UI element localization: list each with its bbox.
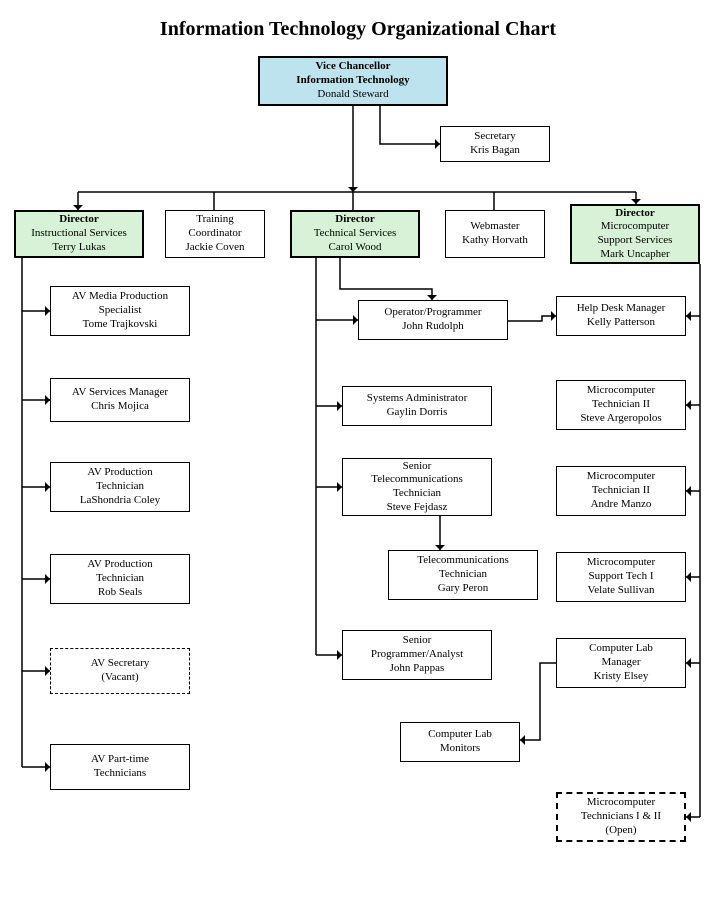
node-text: Microcomputer	[561, 556, 681, 570]
node-lab_mon: Computer LabMonitors	[400, 722, 520, 762]
node-text: John Rudolph	[363, 320, 503, 334]
node-vc: Vice ChancellorInformation TechnologyDon…	[258, 56, 448, 106]
node-av_pt: AV Part-timeTechnicians	[50, 744, 190, 790]
node-text: Tome Trajkovski	[55, 318, 185, 332]
node-av_sec: AV Secretary(Vacant)	[50, 648, 190, 694]
node-text: Computer Lab	[405, 728, 515, 742]
node-text: Kathy Horvath	[450, 234, 540, 248]
node-text: Donald Steward	[264, 88, 442, 102]
node-dir_tech: DirectorTechnical ServicesCarol Wood	[290, 210, 420, 258]
node-text: Director	[576, 207, 694, 221]
node-text: Microcomputer	[576, 220, 694, 234]
node-text: Programmer/Analyst	[347, 648, 487, 662]
node-text: AV Media Production	[55, 290, 185, 304]
node-text: Steve Argeropolos	[561, 412, 681, 426]
node-text: Technicians I & II	[562, 810, 680, 824]
node-text: Technician	[347, 487, 487, 501]
node-text: Director	[20, 213, 138, 227]
node-text: AV Part-time	[55, 753, 185, 767]
node-text: Technician II	[561, 398, 681, 412]
node-text: Specialist	[55, 304, 185, 318]
node-sys_adm: Systems AdministratorGaylin Dorris	[342, 386, 492, 426]
node-dir_inst: DirectorInstructional ServicesTerry Luka…	[14, 210, 144, 258]
node-av_media: AV Media ProductionSpecialistTome Trajko…	[50, 286, 190, 336]
node-av_prod2: AV ProductionTechnicianRob Seals	[50, 554, 190, 604]
node-text: AV Production	[55, 466, 185, 480]
node-text: Carol Wood	[296, 241, 414, 255]
node-text: AV Services Manager	[55, 386, 185, 400]
node-text: Mark Uncapher	[576, 248, 694, 262]
node-mst1: MicrocomputerSupport Tech IVelate Sulliv…	[556, 552, 686, 602]
node-text: AV Secretary	[55, 657, 185, 671]
node-text: Technician	[55, 572, 185, 586]
node-text: Steve Fejdasz	[347, 501, 487, 515]
node-text: Gary Peron	[393, 582, 533, 596]
node-text: Secretary	[445, 130, 545, 144]
node-secretary: SecretaryKris Bagan	[440, 126, 550, 162]
node-text: Microcomputer	[561, 384, 681, 398]
node-mct2a: MicrocomputerTechnician IISteve Argeropo…	[556, 380, 686, 430]
node-text: LaShondria Coley	[55, 494, 185, 508]
node-text: Terry Lukas	[20, 241, 138, 255]
node-text: Computer Lab	[561, 642, 681, 656]
node-train: TrainingCoordinatorJackie Coven	[165, 210, 265, 258]
node-op_prog: Operator/ProgrammerJohn Rudolph	[358, 300, 508, 340]
node-telco: TelecommunicationsTechnicianGary Peron	[388, 550, 538, 600]
node-text: Systems Administrator	[347, 392, 487, 406]
node-text: Telecommunications	[347, 473, 487, 487]
node-text: (Open)	[562, 824, 680, 838]
node-text: Training	[170, 213, 260, 227]
node-text: Technician	[393, 568, 533, 582]
node-text: Rob Seals	[55, 586, 185, 600]
node-text: Kelly Patterson	[561, 316, 681, 330]
node-text: Microcomputer	[561, 470, 681, 484]
node-text: AV Production	[55, 558, 185, 572]
node-text: Senior	[347, 634, 487, 648]
node-dir_micro: DirectorMicrocomputerSupport ServicesMar…	[570, 204, 700, 264]
node-text: Andre Manzo	[561, 498, 681, 512]
node-mct2b: MicrocomputerTechnician IIAndre Manzo	[556, 466, 686, 516]
node-text: Support Tech I	[561, 570, 681, 584]
node-text: Vice Chancellor	[264, 60, 442, 74]
node-text: Chris Mojica	[55, 400, 185, 414]
node-text: Telecommunications	[393, 554, 533, 568]
node-text: Operator/Programmer	[363, 306, 503, 320]
node-text: Jackie Coven	[170, 241, 260, 255]
node-lab_mgr: Computer LabManagerKristy Elsey	[556, 638, 686, 688]
node-text: Instructional Services	[20, 227, 138, 241]
node-text: Information Technology	[264, 74, 442, 88]
node-text: Director	[296, 213, 414, 227]
node-text: Microcomputer	[562, 796, 680, 810]
node-text: Webmaster	[450, 220, 540, 234]
node-text: Manager	[561, 656, 681, 670]
node-text: Support Services	[576, 234, 694, 248]
node-sr_prog: SeniorProgrammer/AnalystJohn Pappas	[342, 630, 492, 680]
node-av_svc: AV Services ManagerChris Mojica	[50, 378, 190, 422]
node-text: Technician	[55, 480, 185, 494]
node-text: Technicians	[55, 767, 185, 781]
org-chart-page: Information Technology Organizational Ch…	[0, 0, 716, 905]
node-text: (Vacant)	[55, 671, 185, 685]
node-text: Technical Services	[296, 227, 414, 241]
node-text: John Pappas	[347, 662, 487, 676]
node-sr_telco: SeniorTelecommunicationsTechnicianSteve …	[342, 458, 492, 516]
node-text: Kristy Elsey	[561, 670, 681, 684]
node-help_desk: Help Desk ManagerKelly Patterson	[556, 296, 686, 336]
node-webmaster: WebmasterKathy Horvath	[445, 210, 545, 258]
node-text: Gaylin Dorris	[347, 406, 487, 420]
node-text: Senior	[347, 460, 487, 474]
chart-title: Information Technology Organizational Ch…	[0, 18, 716, 41]
node-text: Monitors	[405, 742, 515, 756]
node-av_prod1: AV ProductionTechnicianLaShondria Coley	[50, 462, 190, 512]
node-text: Help Desk Manager	[561, 302, 681, 316]
node-text: Velate Sullivan	[561, 584, 681, 598]
node-mct12: MicrocomputerTechnicians I & II(Open)	[556, 792, 686, 842]
node-text: Technician II	[561, 484, 681, 498]
node-text: Coordinator	[170, 227, 260, 241]
node-text: Kris Bagan	[445, 144, 545, 158]
